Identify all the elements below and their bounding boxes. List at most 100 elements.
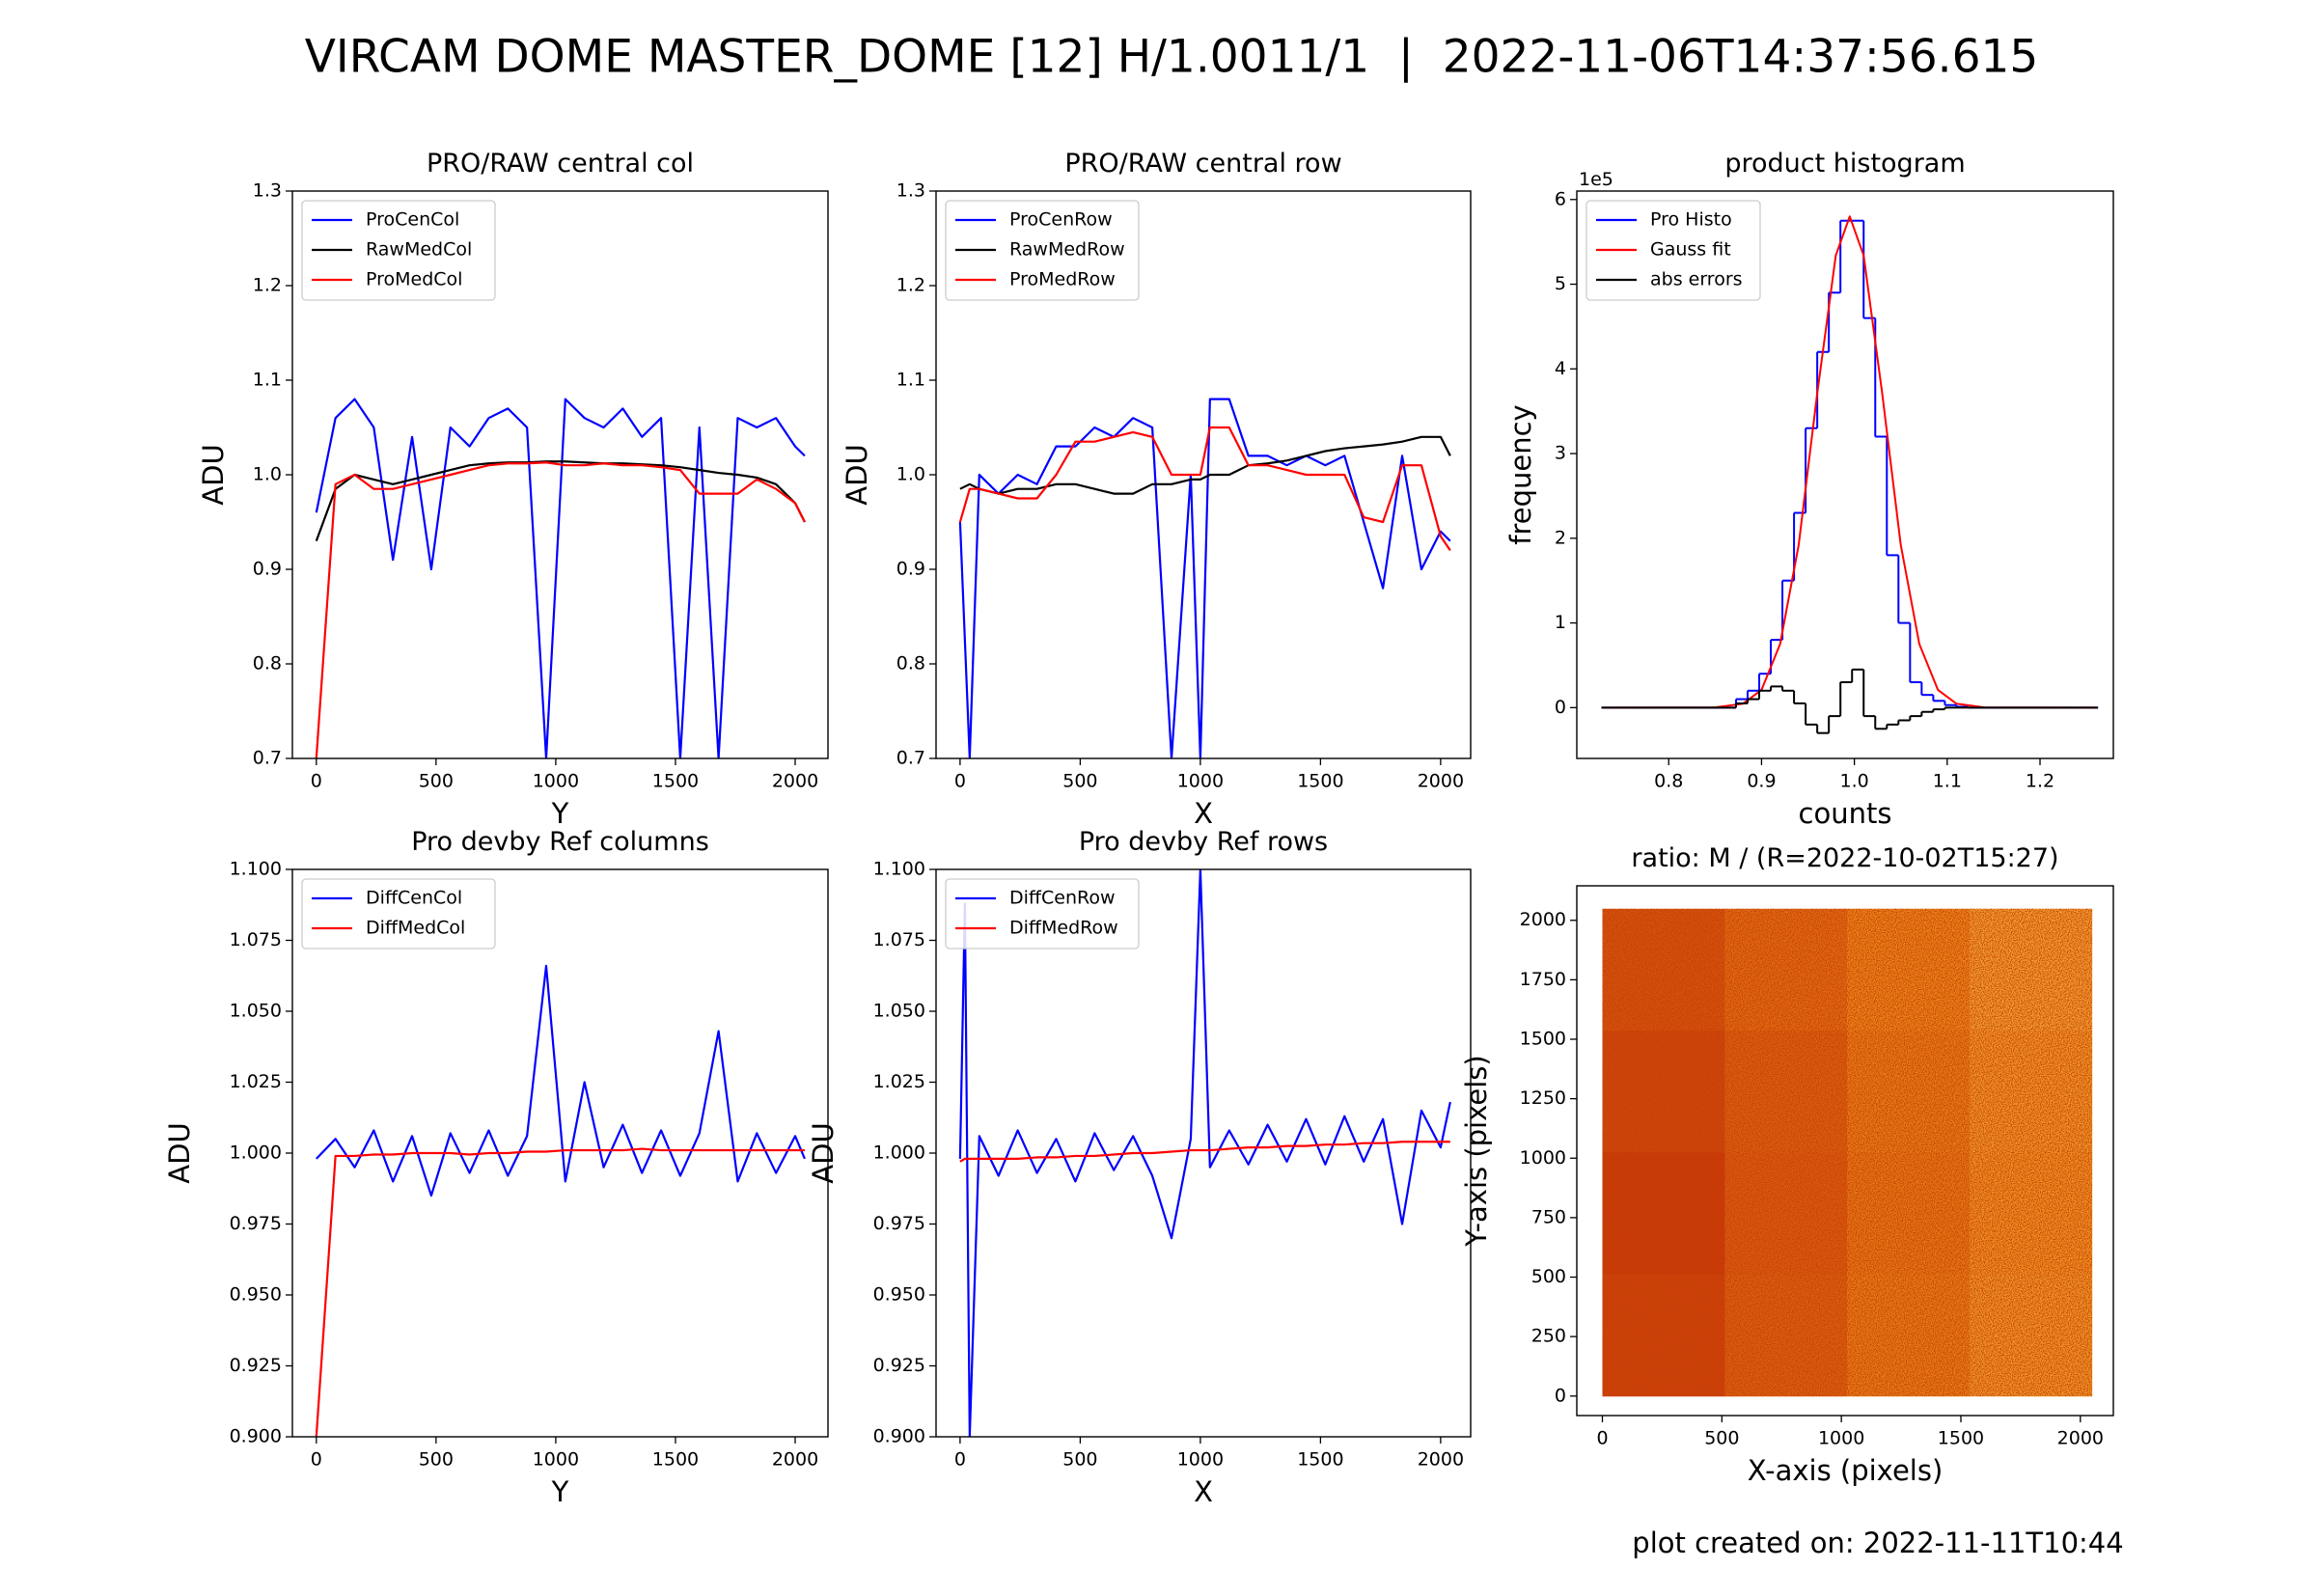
y-axis-label: ADU (197, 444, 230, 505)
axes-frame (291, 190, 829, 759)
y-tick-label: 0.950 (873, 1284, 925, 1306)
data-line (315, 1147, 805, 1437)
x-tick-label: 1000 (1818, 1428, 1864, 1449)
y-tick-label: 5 (1555, 273, 1566, 294)
x-tick-label: 0 (311, 1449, 322, 1471)
x-tick-label: 0 (311, 771, 322, 792)
x-axis-label: X (1194, 1475, 1213, 1508)
data-line (315, 460, 806, 541)
axes-frame (935, 190, 1472, 759)
plot-area (1601, 215, 2099, 734)
legend-box (301, 878, 496, 949)
panel: 0 500 1000 1500 2000 0 250 500 750 1000 1250 1500 17… (1460, 843, 2114, 1487)
y-tick-label: 1.1 (896, 370, 925, 391)
y-tick-label: 1.100 (873, 859, 925, 880)
x-tick-label: 1000 (1177, 771, 1224, 792)
x-axis-label: counts (1799, 797, 1892, 830)
figure-title: VIRCAM DOME MASTER_DOME [12] H/1.0011/1 … (305, 31, 2039, 84)
panel: 0 500 1000 1500 2000 0.7 0.8 0.9 1.0 1.1 1.2 1.3 PRO… (197, 149, 829, 830)
y-tick-label: 0.7 (253, 748, 282, 769)
axes-title: ratio: M / (R=2022-10-02T15:27) (1631, 843, 2058, 873)
y-offset-label: 1e5 (1579, 169, 1613, 190)
y-tick-label: 1.075 (873, 929, 925, 950)
y-tick-label: 1.100 (230, 859, 282, 880)
axes-title: PRO/RAW central row (1064, 149, 1341, 179)
x-tick-label: 1500 (1938, 1428, 1984, 1449)
y-tick-label: 1.025 (873, 1071, 925, 1092)
data-line (316, 964, 806, 1197)
panel: 0 500 1000 1500 2000 0.900 0.925 0.950 0.975 1.00… (807, 827, 1472, 1508)
legend-box (301, 200, 496, 301)
x-tick-label: 1.2 (2026, 771, 2054, 792)
x-tick-label: 2000 (772, 771, 818, 792)
axes-title: product histogram (1724, 149, 1965, 179)
legend-box (1585, 200, 1761, 301)
legend-label: DiffMedRow (1009, 918, 1118, 939)
plot-area (315, 398, 806, 758)
y-tick-label: 500 (1531, 1266, 1566, 1287)
fit-line (1603, 215, 2096, 709)
y-tick-label: 0.975 (873, 1213, 925, 1234)
x-tick-label: 2000 (1418, 1449, 1464, 1471)
y-tick-label: 4 (1555, 358, 1566, 379)
y-tick-label: 1.000 (873, 1142, 925, 1164)
axes-frame (1576, 190, 2114, 759)
y-tick-label: 0.900 (230, 1426, 282, 1447)
legend-box (945, 878, 1140, 949)
y-tick-label: 2000 (1520, 909, 1566, 930)
legend-label: ProCenCol (366, 209, 459, 231)
x-tick-label: 1000 (533, 1449, 579, 1471)
y-tick-label: 0.7 (896, 748, 925, 769)
y-axis-label: Y-axis (pixels) (1460, 1055, 1493, 1247)
y-tick-label: 1.050 (230, 1001, 282, 1022)
legend-label: Pro Histo (1650, 209, 1732, 231)
y-tick-label: 0.925 (873, 1355, 925, 1376)
x-axis-label: Y (551, 797, 569, 830)
y-tick-label: 0.900 (873, 1426, 925, 1447)
y-tick-label: 6 (1555, 188, 1566, 209)
x-axis-label: X (1194, 797, 1213, 830)
x-tick-label: 2000 (2057, 1428, 2104, 1449)
y-tick-label: 750 (1531, 1206, 1566, 1227)
legend-label: ProCenRow (1009, 209, 1113, 231)
y-tick-label: 1.3 (253, 180, 282, 202)
x-tick-label: 1000 (1177, 1449, 1224, 1471)
x-tick-label: 1500 (652, 771, 699, 792)
x-axis-label: X-axis (pixels) (1748, 1454, 1944, 1487)
x-tick-label: 0 (1596, 1428, 1608, 1449)
legend-label: DiffMedCol (366, 918, 465, 939)
x-tick-label: 1000 (533, 771, 579, 792)
y-tick-label: 1.2 (896, 275, 925, 296)
y-tick-label: 1000 (1520, 1147, 1566, 1169)
axes-frame (935, 868, 1472, 1438)
x-axis-label: Y (551, 1475, 569, 1508)
plot-area (958, 398, 1451, 758)
y-axis-label: ADU (807, 1122, 840, 1183)
footer-note: plot created on: 2022-11-11T10:44 (1632, 1527, 2123, 1559)
axes-frame (1576, 885, 2114, 1417)
y-tick-label: 1.0 (896, 464, 925, 485)
y-tick-label: 0.950 (230, 1284, 282, 1306)
x-tick-label: 1500 (1297, 771, 1343, 792)
x-tick-label: 1.0 (1840, 771, 1869, 792)
x-tick-label: 1.1 (1933, 771, 1962, 792)
x-tick-label: 0.9 (1747, 771, 1776, 792)
y-tick-label: 0.9 (896, 559, 925, 580)
axes-title: PRO/RAW central col (427, 149, 694, 179)
y-tick-label: 3 (1555, 443, 1566, 464)
legend-label: Gauss fit (1650, 239, 1731, 261)
panel: 0.8 0.9 1.0 1.1 1.2 0 1 2 3 4 5 6 product histogram c… (1504, 149, 2114, 830)
y-tick-label: 1.3 (896, 180, 925, 202)
legend-box (945, 200, 1140, 301)
y-tick-label: 1500 (1520, 1029, 1566, 1050)
y-tick-label: 1.1 (253, 370, 282, 391)
legend-label: DiffCenCol (366, 888, 462, 909)
x-tick-label: 0.8 (1654, 771, 1683, 792)
x-tick-label: 500 (1062, 1449, 1097, 1471)
x-tick-label: 1500 (652, 1449, 699, 1471)
y-tick-label: 0.9 (253, 559, 282, 580)
y-tick-label: 1.000 (230, 1142, 282, 1164)
x-tick-label: 0 (954, 1449, 966, 1471)
panel: 0 500 1000 1500 2000 0.900 0.925 0.950 0.975 1.00… (163, 827, 829, 1508)
plot-area (1602, 908, 2093, 1397)
